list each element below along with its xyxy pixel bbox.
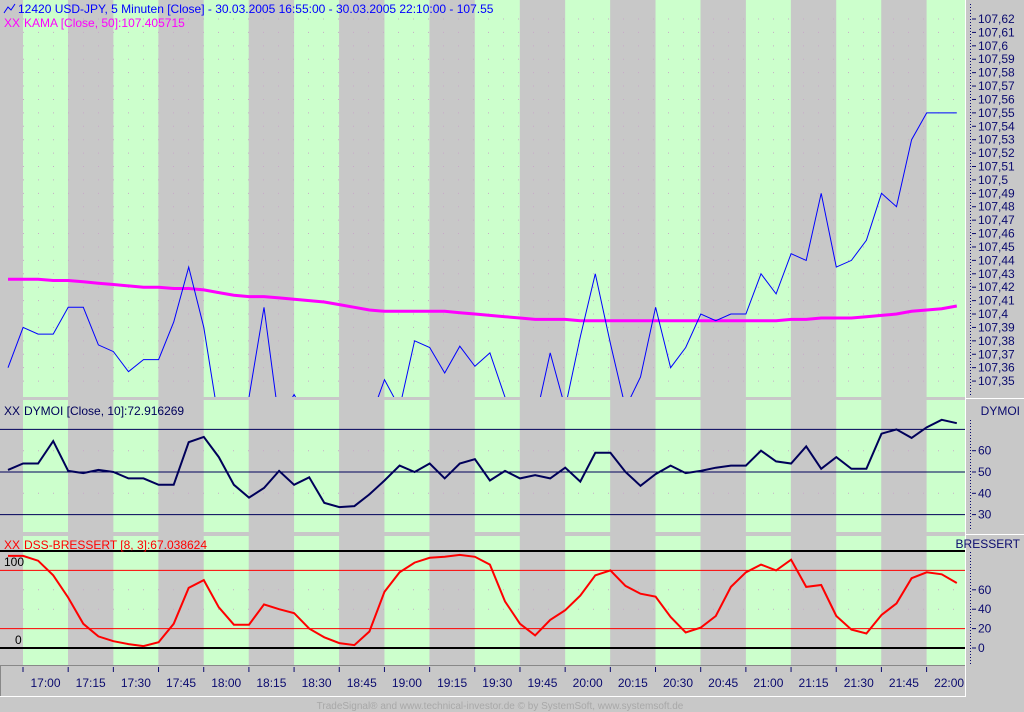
dss-legend-marker: XX: [4, 538, 20, 552]
reference-lines: [0, 428, 965, 649]
price-tick-label: 107,59: [978, 52, 1015, 66]
dss-tick-label: 60: [978, 583, 992, 597]
time-tick-label: 20:30: [663, 676, 693, 690]
time-tick-label: 21:00: [753, 676, 783, 690]
price-tick-label: 107,4: [978, 307, 1008, 321]
kama-legend-marker: XX: [4, 16, 20, 30]
dss-tick-label: 20: [978, 622, 992, 636]
price-tick-label: 107,61: [978, 25, 1015, 39]
price-tick-label: 107,51: [978, 160, 1015, 174]
price-tick-label: 107,49: [978, 186, 1015, 200]
dymoi-tick-label: 60: [978, 444, 992, 458]
price-tick-label: 107,53: [978, 133, 1015, 147]
time-tick-label: 20:00: [573, 676, 603, 690]
dss-panel-title: BRESSERT: [956, 537, 1021, 551]
time-tick-label: 21:30: [844, 676, 874, 690]
price-tick-label: 107,55: [978, 106, 1015, 120]
price-tick-label: 107,48: [978, 200, 1015, 214]
time-stripe: [745, 0, 791, 665]
time-tick-label: 17:30: [121, 676, 151, 690]
price-tick-label: 107,44: [978, 253, 1015, 267]
price-tick-label: 107,45: [978, 240, 1015, 254]
kama-line: [8, 277, 958, 323]
time-tick-label: 18:30: [302, 676, 332, 690]
price-tick-label: 107,57: [978, 79, 1015, 93]
dymoi-legend: XX DYMOI [Close, 10]:72.916269: [4, 404, 184, 418]
line-chart-icon: [3, 3, 16, 14]
time-tick-label: 20:45: [708, 676, 738, 690]
dymoi-panel-title: DYMOI: [981, 404, 1020, 418]
dss-legend: XX DSS-BRESSERT [8, 3]:67.038624: [4, 538, 207, 552]
price-tick-label: 107,38: [978, 334, 1015, 348]
time-stripes: [23, 0, 965, 665]
panel-divider[interactable]: [0, 397, 965, 400]
time-tick-label: 17:00: [30, 676, 60, 690]
dymoi-legend-text: DYMOI [Close, 10]:72.916269: [24, 404, 184, 418]
price-tick-label: 107,36: [978, 361, 1015, 375]
time-stripe: [565, 0, 611, 665]
price-legend-text: 12420 USD-JPY, 5 Minuten [Close] - 30.03…: [18, 2, 494, 16]
dss-tick-label: 40: [978, 602, 992, 616]
dss-tick-label: 0: [978, 641, 985, 655]
kama-legend-text: KAMA [Close, 50]:107.405715: [24, 16, 185, 30]
price-tick-label: 107,52: [978, 146, 1015, 160]
series-lines: [7, 112, 958, 648]
time-stripe: [926, 0, 965, 665]
time-stripe: [384, 0, 430, 665]
price-tick-label: 107,62: [978, 12, 1015, 26]
price-tick-label: 107,5: [978, 173, 1008, 187]
dss-legend-text: DSS-BRESSERT [8, 3]:67.038624: [24, 538, 207, 552]
time-tick-label: 19:15: [437, 676, 467, 690]
dymoi-tick-label: 50: [978, 465, 992, 479]
time-stripe: [203, 0, 249, 665]
price-tick-label: 107,54: [978, 119, 1015, 133]
dymoi-line: [7, 418, 958, 509]
dss-line: [8, 553, 958, 648]
value-axis: 107,62107,61107,6107,59107,58107,57107,5…: [965, 0, 1024, 697]
time-stripe: [23, 0, 68, 665]
time-tick-label: 17:15: [76, 676, 106, 690]
price-line: [7, 112, 957, 397]
dss-zero-label: 0: [15, 633, 22, 647]
time-tick-label: 18:15: [256, 676, 286, 690]
time-tick-label: 21:45: [889, 676, 919, 690]
time-tick-label: 18:00: [211, 676, 241, 690]
time-tick-label: 19:00: [392, 676, 422, 690]
price-tick-label: 107,35: [978, 374, 1015, 388]
dymoi-legend-marker: XX: [4, 404, 20, 418]
time-tick-label: 22:00: [934, 676, 964, 690]
time-tick-label: 17:45: [166, 676, 196, 690]
price-tick-label: 107,47: [978, 213, 1015, 227]
price-tick-label: 107,56: [978, 92, 1015, 106]
time-tick-label: 19:45: [527, 676, 557, 690]
time-stripe: [474, 0, 520, 665]
price-tick-label: 107,43: [978, 267, 1015, 281]
time-stripe: [113, 0, 159, 665]
time-stripe: [294, 0, 340, 665]
dss-100-label: 100: [4, 555, 24, 569]
footer-copyright: TradeSignal® and www.technical-investor.…: [317, 701, 684, 712]
price-tick-label: 107,42: [978, 280, 1015, 294]
time-tick-label: 20:15: [618, 676, 648, 690]
price-tick-label: 107,37: [978, 347, 1015, 361]
dymoi-tick-label: 30: [978, 508, 992, 522]
dymoi-tick-label: 40: [978, 486, 992, 500]
time-stripe: [836, 0, 882, 665]
price-tick-label: 107,58: [978, 66, 1015, 80]
time-axis: 17:00 17:15 17:30 17:45 18:00 18:15 18:30 18:45…: [0, 665, 966, 697]
time-stripe: [655, 0, 701, 665]
time-tick-label: 18:45: [347, 676, 377, 690]
panel-divider[interactable]: [0, 532, 965, 536]
price-legend: 12420 USD-JPY, 5 Minuten [Close] - 30.03…: [3, 2, 494, 16]
price-tick-label: 107,46: [978, 227, 1015, 241]
price-tick-label: 107,39: [978, 320, 1015, 334]
time-tick-label: 19:30: [482, 676, 512, 690]
time-tick-label: 21:15: [799, 676, 829, 690]
kama-legend: XX KAMA [Close, 50]:107.405715: [4, 16, 185, 30]
price-tick-label: 107,41: [978, 294, 1015, 308]
price-tick-label: 107,6: [978, 39, 1008, 53]
